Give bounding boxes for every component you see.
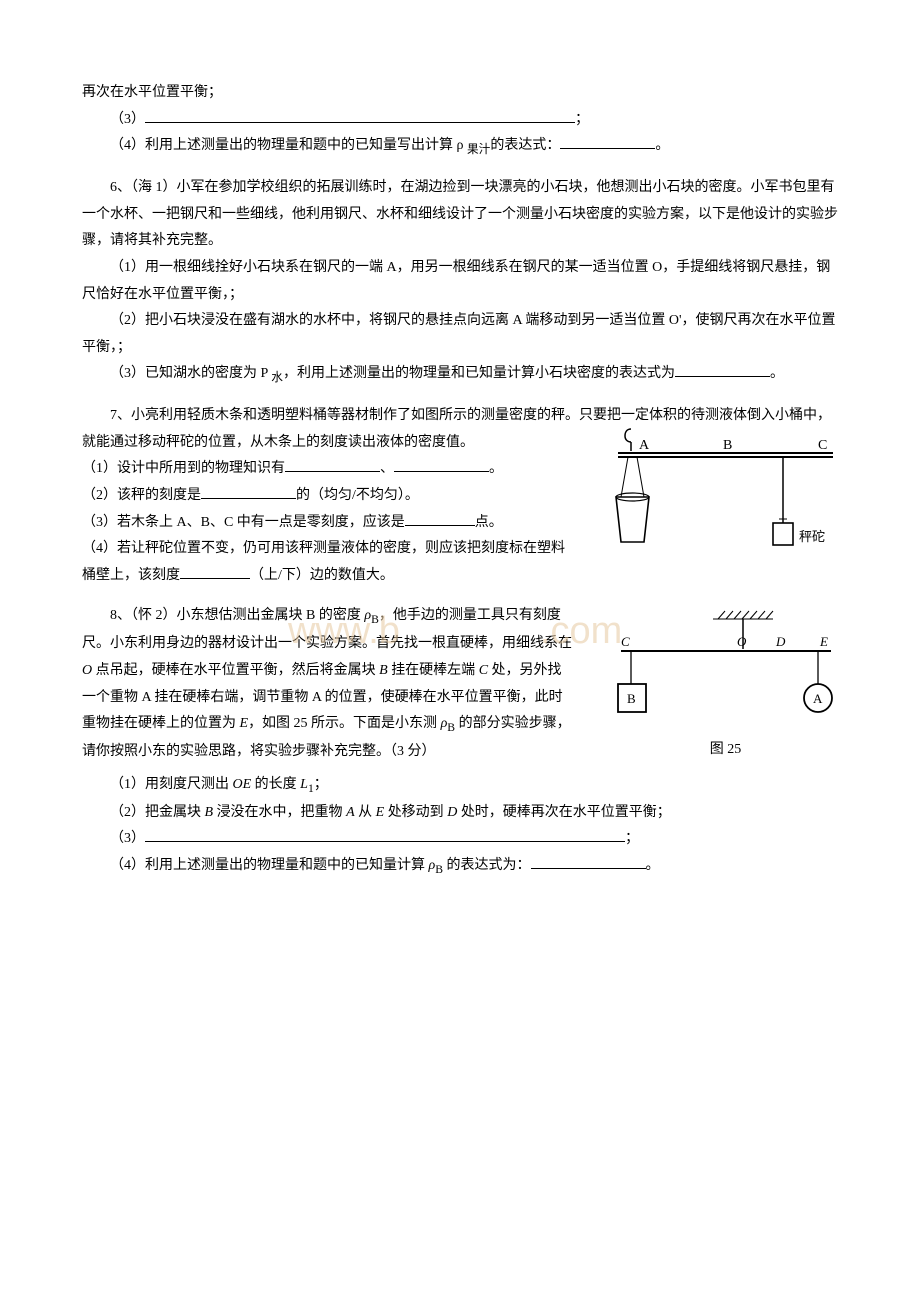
q8-step2-prefix: （2）把金属块 <box>110 805 205 820</box>
figure-8-caption: 图 25 <box>613 737 838 764</box>
q5-line1: 再次在水平位置平衡； <box>82 80 838 107</box>
q7-item2: （2）该秤的刻度是 的（均匀/不均匀）。 <box>82 483 577 510</box>
page-container: 再次在水平位置平衡； （3） ； （4）利用上述测量出的物理量和题中的已知量写出计… <box>0 0 920 975</box>
question-7: 7、小亮利用轻质木条和透明塑料桶等器材制作了如图所示的测量密度的秤。只要把一定体… <box>82 403 838 589</box>
q8-intro1: 小东想估测出金属块 B 的密度 <box>177 608 365 623</box>
question-6: 6、（海 1）小军在参加学校组织的拓展训练时，在湖边捡到一块漂亮的小石块，他想测… <box>82 175 838 389</box>
q6-step3-sub: 水 <box>271 371 283 384</box>
var-E2: E <box>376 805 385 820</box>
figure-8-svg: C O D E B A <box>613 609 838 724</box>
q8-step4: （4）利用上述测量出的物理量和题中的已知量计算 ρB 的表达式为：。 <box>82 853 838 881</box>
label-E: E <box>819 634 828 649</box>
q6-step3-prefix: （3）已知湖水的密度为 P <box>110 366 271 381</box>
q8-step1-suffix: ； <box>314 777 328 792</box>
q8-step3-suffix: ； <box>625 831 639 846</box>
label-C: C <box>818 438 827 453</box>
q6-intro: 6、（海 1）小军在参加学校组织的拓展训练时，在湖边捡到一块漂亮的小石块，他想测… <box>82 175 838 255</box>
q8-number: 8、 <box>110 608 131 623</box>
q7-item1-prefix: （1）设计中所用到的物理知识有 <box>82 461 285 476</box>
blank-line <box>560 134 655 149</box>
q7-text-block: （1）设计中所用到的物理知识有 、 。 （2）该秤的刻度是 的（均匀/不均匀）。 （3… <box>82 456 577 589</box>
label-Acircle: A <box>813 691 823 706</box>
figure-8: C O D E B A 图 25 <box>613 609 838 754</box>
q8-step4-prefix: （4）利用上述测量出的物理量和题中的已知量计算 <box>110 858 429 873</box>
q5-item4-mid: 的表达式： <box>490 138 560 153</box>
q8-intro4: 挂在硬棒左端 <box>388 663 479 678</box>
q7-item2-suffix: 的（均匀/不均匀）。 <box>296 488 419 503</box>
var-E: E <box>240 716 249 731</box>
q6-step3: （3）已知湖水的密度为 P 水，利用上述测量出的物理量和已知量计算小石块密度的表… <box>82 361 838 389</box>
blank-line <box>201 484 296 499</box>
q5-item3-suffix: ； <box>575 112 589 127</box>
q5-item4-sub: 果汁 <box>467 143 490 156</box>
q8-intro-block: 8、（怀 2）小东想估测出金属块 B 的密度 ρB，他手边的测量工具只有刻度尺。… <box>82 603 572 765</box>
q7-item1: （1）设计中所用到的物理知识有 、 。 <box>82 456 577 483</box>
q6-step3-suffix: 。 <box>770 366 784 381</box>
blank-line <box>675 362 770 377</box>
q8-step2: （2）把金属块 B 浸没在水中，把重物 A 从 E 处移动到 D 处时，硬棒再次… <box>82 800 838 827</box>
var-D: D <box>447 805 457 820</box>
q5-item3-prefix: （3） <box>110 112 145 127</box>
q8-intro6: ，如图 25 所示。下面是小东测 <box>248 716 441 731</box>
q8-step3-prefix: （3） <box>110 831 145 846</box>
q6-intro-text: 小军在参加学校组织的拓展训练时，在湖边捡到一块漂亮的小石块，他想测出小石块的密度… <box>82 180 838 248</box>
blank-line <box>180 564 250 579</box>
q7-number: 7、 <box>110 408 131 423</box>
q6-step1: （1）用一根细线拴好小石块系在钢尺的一端 A，用另一根细线系在钢尺的某一适当位置… <box>82 255 838 308</box>
q5-item3: （3） ； <box>82 107 838 134</box>
q5-item4: （4）利用上述测量出的物理量和题中的已知量写出计算 ρ 果汁的表达式： 。 <box>82 133 838 161</box>
q8-step2-mid1: 浸没在水中，把重物 <box>213 805 346 820</box>
blank-line <box>531 854 646 869</box>
q8-step3: （3） ； <box>82 826 838 853</box>
var-C: C <box>479 663 488 678</box>
label-weight: 秤砣 <box>799 529 825 544</box>
var-O: O <box>82 663 92 678</box>
blank-line <box>394 457 489 472</box>
var-L: L <box>300 777 308 792</box>
q8-step1-mid: 的长度 <box>251 777 300 792</box>
blank-line <box>405 511 475 526</box>
q8-intro: 8、（怀 2）小东想估测出金属块 B 的密度 ρB，他手边的测量工具只有刻度尺。… <box>82 603 572 765</box>
q7-item4-suffix: （上/下）边的数值大。 <box>250 568 394 583</box>
var-B: B <box>379 663 388 678</box>
q8-step1-prefix: （1）用刻度尺测出 <box>110 777 233 792</box>
blank-line <box>285 457 380 472</box>
q7-item1-suffix: 。 <box>489 461 503 476</box>
label-C: C <box>621 634 630 649</box>
q6-number: 6、 <box>110 180 131 195</box>
q7-item3-prefix: （3）若木条上 A、B、C 中有一点是零刻度，应该是 <box>82 515 405 530</box>
label-O: O <box>737 634 747 649</box>
q5-item4-prefix: （4）利用上述测量出的物理量和题中的已知量写出计算 ρ <box>110 138 467 153</box>
figure-7: A B C 秤砣 <box>613 427 838 557</box>
q8-intro3: 点吊起，硬棒在水平位置平衡，然后将金属块 <box>92 663 379 678</box>
q7-item4: （4）若让秤砣位置不变，仍可用该秤测量液体的密度，则应该把刻度标在塑料桶壁上，该… <box>82 536 577 589</box>
q7-item1-mid: 、 <box>380 461 394 476</box>
q8-step4-suffix: 。 <box>646 858 660 873</box>
label-Bblock: B <box>627 691 636 706</box>
q7-item2-prefix: （2）该秤的刻度是 <box>82 488 201 503</box>
q8-step2-suffix: 处时，硬棒再次在水平位置平衡； <box>457 805 671 820</box>
q8-step2-mid3: 处移动到 <box>384 805 447 820</box>
q7-item3-suffix: 点。 <box>475 515 503 530</box>
label-A: A <box>639 438 650 453</box>
q6-step2: （2）把小石块浸没在盛有湖水的水杯中，将钢尺的悬挂点向远离 A 端移动到另一适当… <box>82 308 838 361</box>
var-B2: B <box>205 805 214 820</box>
label-B: B <box>723 438 732 453</box>
blank-line <box>145 827 625 842</box>
var-A: A <box>346 805 355 820</box>
var-OE: OE <box>233 777 252 792</box>
q5-item4-suffix: 。 <box>655 138 669 153</box>
q8-step1: （1）用刻度尺测出 OE 的长度 L1； <box>82 772 838 800</box>
q6-source: （海 1） <box>131 180 177 195</box>
q8-source: （怀 2） <box>131 608 177 623</box>
q8-step2-mid2: 从 <box>355 805 376 820</box>
question-8: www.b.com 8、（怀 2）小东想估测出金属块 B 的密度 ρB，他手边的… <box>82 603 838 880</box>
q8-step4-mid: 的表达式为： <box>443 858 531 873</box>
figure-7-svg: A B C 秤砣 <box>613 427 838 557</box>
blank-line <box>145 108 575 123</box>
label-D: D <box>775 634 786 649</box>
q5-continued: 再次在水平位置平衡； （3） ； （4）利用上述测量出的物理量和题中的已知量写出计… <box>82 80 838 161</box>
q7-item3: （3）若木条上 A、B、C 中有一点是零刻度，应该是 点。 <box>82 510 577 537</box>
q6-step3-mid: ，利用上述测量出的物理量和已知量计算小石块密度的表达式为 <box>283 366 675 381</box>
